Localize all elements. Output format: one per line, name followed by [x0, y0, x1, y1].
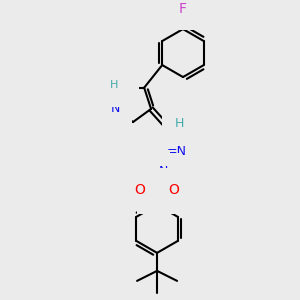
Text: N: N	[117, 81, 127, 94]
Text: N: N	[110, 102, 120, 116]
Text: =N: =N	[167, 146, 187, 158]
Text: N: N	[158, 165, 168, 178]
Text: H: H	[110, 80, 118, 90]
Text: H: H	[148, 164, 158, 176]
Text: S: S	[152, 183, 162, 198]
Text: F: F	[179, 2, 187, 16]
Text: O: O	[135, 183, 146, 197]
Text: H: H	[174, 117, 184, 130]
Text: O: O	[169, 183, 179, 197]
